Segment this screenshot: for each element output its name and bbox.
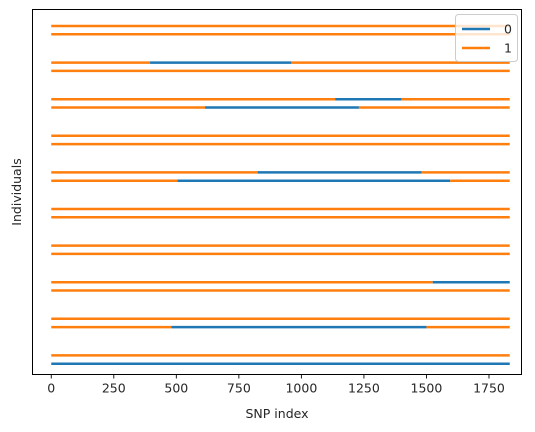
legend: 0 1 <box>455 14 518 62</box>
x-tick-label-1750: 1750 <box>473 381 505 396</box>
legend-box <box>455 14 518 62</box>
x-axis-label: SNP index <box>246 406 309 421</box>
x-tick-label-1000: 1000 <box>285 381 317 396</box>
haplotype-lines <box>51 24 510 365</box>
x-tick-label-250: 250 <box>102 381 126 396</box>
legend-label-1: 1 <box>504 41 512 56</box>
x-tick-label-500: 500 <box>164 381 188 396</box>
legend-label-0: 0 <box>504 22 512 37</box>
x-tick-label-1500: 1500 <box>411 381 443 396</box>
x-tick-label-0: 0 <box>47 381 55 396</box>
x-axis-ticks: 0 250 500 750 1000 1250 1500 1750 <box>47 374 505 396</box>
x-tick-label-750: 750 <box>227 381 251 396</box>
plot-frame <box>32 9 522 375</box>
y-axis-label: Individuals <box>9 158 24 225</box>
x-tick-label-1250: 1250 <box>348 381 380 396</box>
